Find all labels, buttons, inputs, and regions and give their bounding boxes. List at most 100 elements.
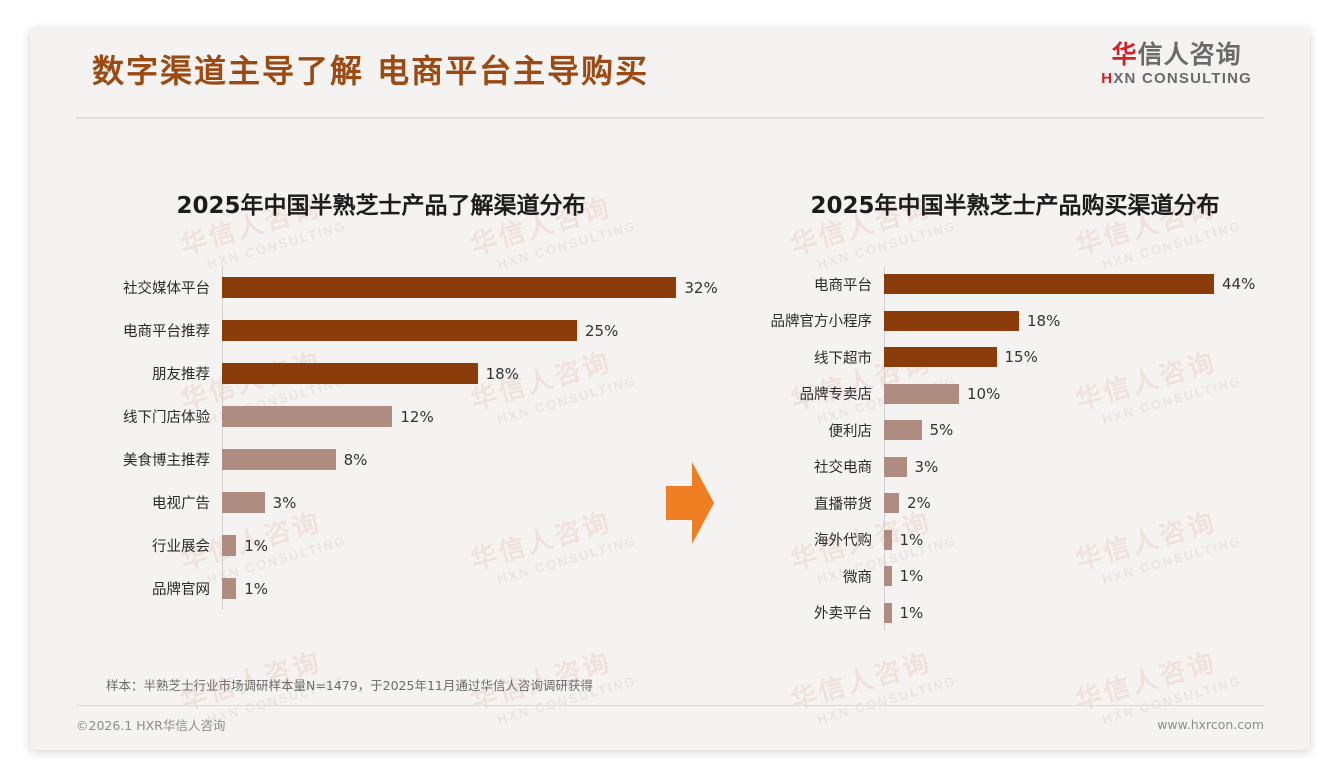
bar-value-label: 1% [244, 579, 268, 598]
bar-row: 品牌官网 1% [70, 567, 710, 610]
bar-container: 18% [222, 363, 710, 384]
bar-row: 电商平台推荐 25% [70, 309, 710, 352]
logo-en-rest: XN CONSULTING [1113, 70, 1252, 88]
bar-row: 行业展会 1% [70, 524, 710, 567]
bar [884, 456, 907, 477]
chart-panel-purchase: 2025年中国半熟芝士产品购买渠道分布 电商平台 44% 品牌官方小程序 18% 线下超… [730, 128, 1290, 631]
bar-category-label: 美食博主推荐 [123, 453, 210, 469]
logo-chinese-text: 华信人咨询 [1101, 40, 1252, 69]
bar-row: 社交媒体平台 32% [70, 266, 718, 309]
bar-category-label: 朋友推荐 [152, 367, 210, 383]
slide-card: 华信人咨询 HXN CONSULTING 华信人咨询 HXN CONSULTING 华信… [30, 28, 1310, 750]
bar-row: 电视广告 3% [70, 481, 710, 524]
charts-area: 2025年中国半熟芝士产品了解渠道分布 社交媒体平台 32% 电商平台推荐 25% 朋友… [30, 128, 1310, 670]
bar [222, 406, 393, 427]
bar [222, 578, 237, 599]
chart-title: 2025年中国半熟芝士产品购买渠道分布 [810, 193, 1220, 219]
bar-value-label: 5% [929, 421, 954, 440]
bar [222, 535, 237, 556]
bar-category-label: 社交媒体平台 [123, 281, 210, 297]
bar-chart-awareness: 社交媒体平台 32% 电商平台推荐 25% 朋友推荐 18% 线下门店体验 12% 美食博主推荐… [70, 266, 718, 610]
title-divider [76, 117, 1264, 119]
bar-category-label: 电商平台 [814, 277, 872, 294]
bar-value-label: 25% [585, 321, 619, 340]
copyright-text: ©2026.1 HXR华信人咨询 [76, 717, 226, 733]
bar-value-label: 18% [1027, 311, 1061, 330]
bar-value-label: 10% [967, 384, 1001, 403]
logo-english-text: HXN CONSULTING [1101, 70, 1252, 87]
bar-chart-purchase: 电商平台 44% 品牌官方小程序 18% 线下超市 15% 品牌专卖店 10% 便利店 5% 社交电… [730, 266, 1290, 631]
bar-row: 线下门店体验 12% [70, 395, 710, 438]
right-arrow-icon [662, 458, 718, 548]
bar-category-label: 海外代购 [814, 533, 872, 550]
slide-header: 数字渠道主导了解 电商平台主导购买 华信人咨询 HXN CONSULTING [30, 28, 1310, 118]
bar-row: 美食博主推荐 8% [70, 438, 710, 481]
bar-category-label: 便利店 [828, 423, 873, 440]
company-logo: 华信人咨询 HXN CONSULTING [1101, 40, 1252, 87]
bar-container: 8% [222, 449, 710, 470]
bar-row: 外卖平台 1% [730, 595, 1290, 632]
bar [884, 529, 892, 550]
bar-value-label: 44% [1222, 275, 1256, 294]
bar-row: 便利店 5% [730, 412, 1290, 449]
bar-container: 1% [884, 602, 1290, 623]
chart-title: 2025年中国半熟芝士产品了解渠道分布 [176, 193, 586, 219]
bar-category-label: 外卖平台 [814, 606, 872, 623]
bar [884, 420, 922, 441]
bar-container: 44% [884, 274, 1290, 295]
logo-en-red: H [1101, 70, 1114, 88]
bar-container: 1% [884, 529, 1290, 550]
bar [222, 449, 336, 470]
bar-value-label: 3% [272, 493, 297, 512]
bar-row: 品牌专卖店 10% [730, 376, 1290, 413]
bar-row: 品牌官方小程序 18% [730, 303, 1290, 340]
bar [884, 310, 1019, 331]
bar-value-label: 18% [485, 364, 519, 383]
bar [884, 566, 892, 587]
logo-cn-rest: 信人咨询 [1137, 40, 1242, 69]
bar-value-label: 1% [244, 536, 268, 555]
bar [884, 493, 899, 514]
bar-category-label: 直播带货 [814, 496, 872, 513]
bar-container: 15% [884, 347, 1290, 368]
bar-row: 海外代购 1% [730, 522, 1290, 559]
bar [884, 347, 997, 368]
chart-axis-line [222, 266, 223, 610]
footer-divider [76, 705, 1264, 706]
bar-category-label: 行业展会 [152, 539, 210, 555]
bar [884, 602, 892, 623]
bar [884, 383, 959, 404]
bar-row: 直播带货 2% [730, 485, 1290, 522]
bar-container: 2% [884, 493, 1290, 514]
bar-container: 5% [884, 420, 1290, 441]
bar [222, 277, 677, 298]
bar-row: 线下超市 15% [730, 339, 1290, 376]
bar-rows: 电商平台 44% 品牌官方小程序 18% 线下超市 15% 品牌专卖店 10% 便利店 5% 社交电… [730, 266, 1290, 631]
bar-row: 微商 1% [730, 558, 1290, 595]
bar-row: 社交电商 3% [730, 449, 1290, 486]
bar-value-label: 1% [899, 530, 924, 549]
bar-category-label: 电视广告 [152, 496, 210, 512]
website-text[interactable]: www.hxrcon.com [1157, 716, 1264, 732]
bar-container: 1% [884, 566, 1290, 587]
bar-container: 1% [222, 578, 710, 599]
bar-value-label: 32% [684, 278, 718, 297]
bar [884, 274, 1214, 295]
bar-value-label: 3% [914, 457, 939, 476]
bar-value-label: 1% [899, 603, 924, 622]
bar-container: 3% [222, 492, 710, 513]
bar-container: 10% [884, 383, 1290, 404]
logo-cn-red: 华 [1111, 40, 1138, 69]
bar-container: 12% [222, 406, 710, 427]
source-note: 样本：半熟芝士行业市场调研样本量N=1479，于2025年11月通过华信人咨询调… [106, 678, 593, 693]
bar-container: 1% [222, 535, 710, 556]
page-title: 数字渠道主导了解 电商平台主导购买 [92, 52, 650, 90]
bar-container: 18% [884, 310, 1290, 331]
bar-category-label: 微商 [843, 569, 872, 586]
bar-row: 电商平台 44% [730, 266, 1290, 303]
bar-container: 25% [222, 320, 710, 341]
bar-value-label: 8% [343, 450, 368, 469]
bar-container: 32% [222, 277, 718, 298]
bar-category-label: 品牌官网 [152, 582, 210, 598]
bar-category-label: 社交电商 [814, 460, 872, 477]
